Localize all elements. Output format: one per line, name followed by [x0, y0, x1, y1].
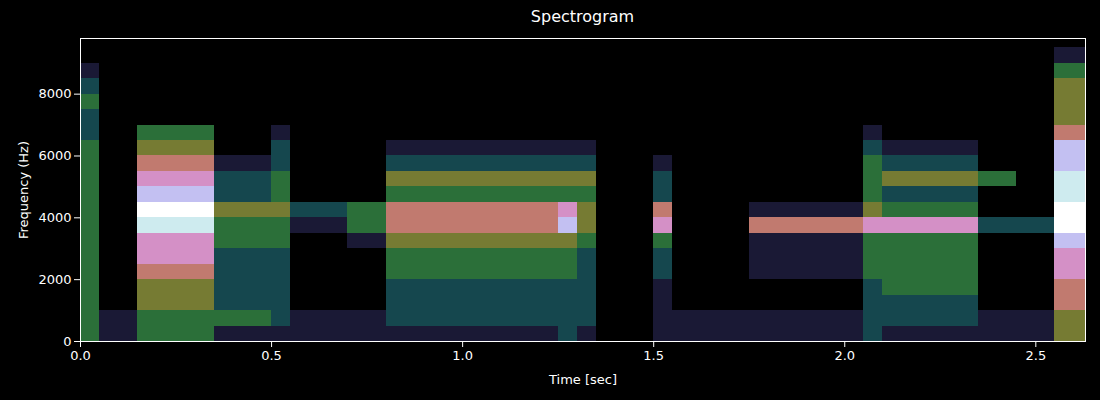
svg-text:Frequency (Hz): Frequency (Hz) [16, 141, 31, 239]
svg-text:1.5: 1.5 [643, 348, 664, 363]
svg-text:0.0: 0.0 [70, 348, 91, 363]
svg-text:4000: 4000 [38, 210, 71, 225]
svg-text:0: 0 [63, 334, 71, 349]
svg-text:2.5: 2.5 [1025, 348, 1046, 363]
html-text:Spectrogram: Spectrogram [530, 7, 635, 26]
svg-text:0.5: 0.5 [261, 348, 282, 363]
svg-text:Time [sec]: Time [sec] [548, 372, 617, 387]
svg-text:6000: 6000 [38, 148, 71, 163]
svg-text:2.0: 2.0 [834, 348, 855, 363]
svg-text:2000: 2000 [38, 272, 71, 287]
svg-text:1.0: 1.0 [452, 348, 473, 363]
svg-text:8000: 8000 [38, 86, 71, 101]
